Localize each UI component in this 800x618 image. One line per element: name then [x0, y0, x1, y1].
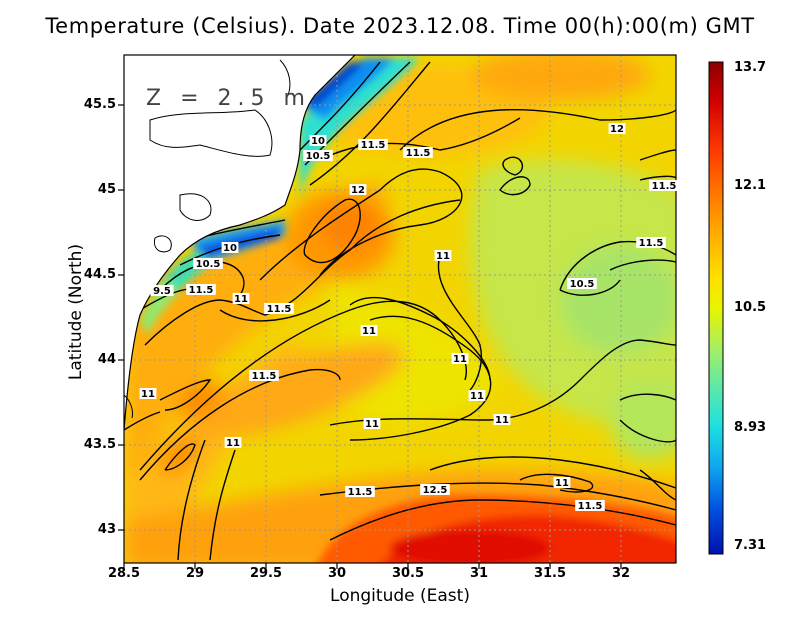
- contour-label: 10.5: [570, 279, 595, 290]
- x-tick-label: 31.5: [533, 566, 567, 581]
- contour-label-bg: [636, 237, 666, 248]
- colorbar-label: 12.1: [734, 178, 767, 193]
- contour-label-bg: [434, 250, 452, 261]
- contour-label-bg: [567, 278, 597, 289]
- contour-label: 11.5: [361, 140, 386, 151]
- contour-label: 10.5: [306, 151, 331, 162]
- contour-label: 11: [470, 391, 484, 402]
- y-tick-label: 43: [97, 522, 116, 537]
- temperature-field: [124, 55, 676, 563]
- contour-label: 11.5: [578, 501, 603, 512]
- contour-label: 11.5: [639, 238, 664, 249]
- contour-label: 11: [234, 294, 248, 305]
- contour-label: 11.5: [406, 148, 431, 159]
- contour-label-bg: [468, 390, 486, 401]
- contour-label: 12: [351, 185, 365, 196]
- colorbar-label: 10.5: [734, 300, 767, 315]
- contour-label-bg: [249, 370, 279, 381]
- y-tick-label: 45.5: [83, 97, 116, 112]
- contour-lines: [124, 61, 676, 561]
- contour-label-bg: [349, 184, 367, 195]
- contour-label: 11: [555, 478, 569, 489]
- contour-label-bg: [264, 303, 294, 314]
- contour-label-bg: [358, 139, 388, 150]
- contour-label: 11.5: [252, 371, 277, 382]
- contour-label: 11.5: [652, 181, 677, 192]
- axis-ticks: [118, 104, 622, 569]
- contour-label: 11.5: [348, 487, 373, 498]
- contour-label-bg: [309, 135, 327, 146]
- contour-label: 11: [436, 251, 450, 262]
- contour-label: 9.5: [153, 286, 171, 297]
- x-tick-label: 31: [469, 566, 489, 581]
- contour-label-bg: [150, 285, 174, 296]
- contour-label-bg: [221, 242, 239, 253]
- contour-label: 11: [365, 419, 379, 430]
- contour-label-bg: [575, 500, 605, 511]
- contour-label-bg: [193, 258, 223, 269]
- contour-label-bg: [451, 353, 469, 364]
- contour-label-bg: [403, 147, 433, 158]
- colorbar-label: 8.93: [734, 420, 767, 435]
- contour-label-bg: [363, 418, 381, 429]
- x-tick-label: 29.5: [249, 566, 283, 581]
- depth-label: Z = 2.5 m: [146, 86, 311, 111]
- contour-label: 12: [610, 124, 624, 135]
- chart-title: Temperature (Celsius). Date 2023.12.08. …: [45, 14, 755, 38]
- contour-label: 11.5: [267, 304, 292, 315]
- y-tick-label: 45: [97, 182, 116, 197]
- contour-label: 11.5: [189, 285, 214, 296]
- contour-label: 10: [311, 136, 325, 147]
- contour-label-bg: [139, 388, 157, 399]
- land-mass: [124, 55, 356, 431]
- contour-label-bg: [224, 437, 242, 448]
- x-tick-label: 30.5: [391, 566, 425, 581]
- x-axis-label: Longitude (East): [330, 586, 470, 606]
- contour-label-bg: [345, 486, 375, 497]
- contour-label-bg: [553, 477, 571, 488]
- y-tick-label: 44.5: [83, 267, 116, 282]
- contour-label: 11: [453, 354, 467, 365]
- contour-label: 10: [223, 243, 237, 254]
- contour-label-bg: [649, 180, 679, 191]
- contour-label-bg: [420, 484, 450, 495]
- contour-label-bg: [493, 414, 511, 425]
- x-tick-label: 29: [185, 566, 205, 581]
- x-tick-label: 32: [611, 566, 631, 581]
- contour-label: 11: [495, 415, 509, 426]
- contour-label-bg: [186, 284, 216, 295]
- y-tick-label: 43.5: [83, 437, 116, 452]
- contour-label-bg: [232, 293, 250, 304]
- contour-label: 10.5: [196, 259, 221, 270]
- contour-label: 12.5: [423, 485, 448, 496]
- contour-label: 11: [362, 326, 376, 337]
- contour-label: 11: [141, 389, 155, 400]
- contour-label-bg: [608, 123, 626, 134]
- colorbar-label: 7.31: [734, 538, 767, 553]
- y-axis-label: Latitude (North): [66, 243, 86, 381]
- x-tick-label: 30: [327, 566, 347, 581]
- plot-frame: [123, 54, 677, 564]
- contour-label-bg: [360, 325, 378, 336]
- contour-label: 11: [226, 438, 240, 449]
- x-tick-label: 28.5: [107, 566, 141, 581]
- colorbar-label: 13.7: [734, 60, 767, 75]
- contour-label-bg: [303, 150, 333, 161]
- colorbar: [708, 61, 724, 555]
- y-tick-label: 44: [97, 352, 116, 367]
